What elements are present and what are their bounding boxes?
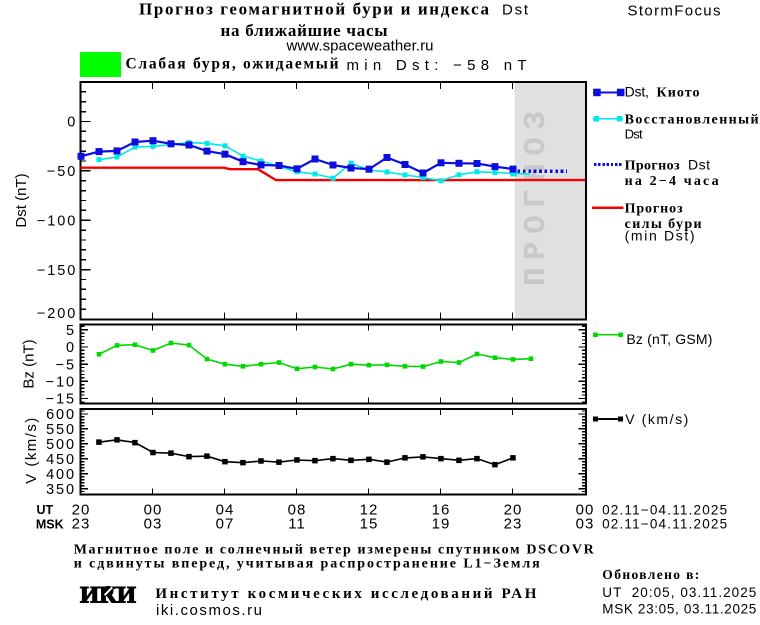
svg-text:Dst: Dst	[625, 126, 643, 141]
svg-text:0: 0	[66, 340, 76, 356]
svg-text:Прогноз геомагнитной бури и ин: Прогноз геомагнитной бури и индекса	[139, 0, 489, 19]
svg-text:V (km/s): V (km/s)	[625, 411, 688, 427]
svg-text:Dst: Dst	[688, 156, 710, 172]
svg-text:15: 15	[360, 516, 379, 533]
svg-text:Институт космических исследова: Институт космических исследований РАН	[155, 586, 536, 602]
svg-text:08: 08	[288, 502, 307, 519]
svg-text:5: 5	[66, 323, 76, 339]
svg-text:www.spaceweather.ru: www.spaceweather.ru	[286, 38, 434, 55]
svg-text:20: 20	[72, 502, 91, 519]
svg-text:Bz (nT, GSM): Bz (nT, GSM)	[626, 331, 712, 347]
svg-text:00: 00	[144, 502, 163, 519]
svg-text:Прогноз: Прогноз	[625, 201, 683, 216]
svg-text:−200: −200	[37, 306, 77, 322]
svg-text:23: 23	[72, 516, 91, 533]
svg-text:02.11−04.11.2025: 02.11−04.11.2025	[602, 516, 727, 531]
svg-text:Обновлено в:: Обновлено в:	[602, 567, 699, 582]
svg-text:UT 20:05, 03.11.2025: UT 20:05, 03.11.2025	[602, 585, 756, 600]
svg-text:Восстановленный: Восстановленный	[625, 112, 759, 127]
svg-text:и сдвинуты вперед, учитывая ра: и сдвинуты вперед, учитывая распростране…	[74, 556, 540, 571]
svg-text:−50: −50	[47, 164, 77, 180]
svg-text:500: 500	[46, 437, 76, 453]
svg-text:V (km/s): V (km/s)	[23, 418, 40, 484]
svg-text:02.11−04.11.2025: 02.11−04.11.2025	[602, 503, 727, 518]
svg-text:450: 450	[46, 452, 76, 468]
svg-text:силы бури: силы бури	[625, 217, 702, 232]
svg-text:12: 12	[360, 502, 379, 519]
svg-text:19: 19	[432, 516, 451, 533]
svg-text:StormFocus: StormFocus	[628, 3, 721, 20]
svg-text:(min Dst): (min Dst)	[625, 228, 695, 244]
svg-text:−5: −5	[56, 357, 76, 373]
svg-text:Слабая буря, ожидаемый: Слабая буря, ожидаемый	[126, 56, 339, 73]
svg-text:−150: −150	[37, 263, 77, 279]
svg-text:23: 23	[504, 516, 523, 533]
svg-text:20: 20	[504, 502, 523, 519]
svg-text:11: 11	[288, 516, 306, 533]
svg-text:на 2−4 часа: на 2−4 часа	[625, 174, 719, 189]
svg-text:350: 350	[46, 482, 76, 498]
svg-text:550: 550	[46, 422, 76, 438]
svg-text:Bz (nT): Bz (nT)	[21, 339, 38, 388]
svg-text:−100: −100	[37, 213, 77, 229]
svg-text:Dst,: Dst,	[625, 83, 653, 99]
svg-text:−15: −15	[46, 392, 76, 408]
svg-text:600: 600	[46, 407, 76, 423]
svg-text:MSK 23:05, 03.11.2025: MSK 23:05, 03.11.2025	[602, 602, 756, 617]
svg-text:03: 03	[144, 516, 163, 533]
svg-text:00: 00	[576, 502, 595, 519]
svg-text:Киото: Киото	[657, 85, 700, 100]
svg-text:UT: UT	[37, 503, 54, 517]
svg-text:0: 0	[67, 115, 77, 131]
svg-text:07: 07	[216, 516, 235, 533]
svg-text:04: 04	[216, 502, 235, 519]
svg-text:Dst: Dst	[502, 2, 529, 19]
svg-text:MSK: MSK	[36, 517, 64, 531]
svg-text:03: 03	[576, 516, 595, 533]
svg-text:16: 16	[432, 502, 451, 519]
svg-text:Прогноз: Прогноз	[625, 158, 680, 173]
svg-text:iki.cosmos.ru: iki.cosmos.ru	[156, 602, 262, 619]
svg-text:ПРОГНОЗ: ПРОГНОЗ	[519, 111, 554, 286]
svg-text:на ближайшие часы: на ближайшие часы	[221, 21, 388, 40]
svg-text:Dst (nT): Dst (nT)	[13, 173, 30, 227]
svg-text:−10: −10	[46, 375, 76, 391]
svg-text:400: 400	[46, 467, 76, 483]
